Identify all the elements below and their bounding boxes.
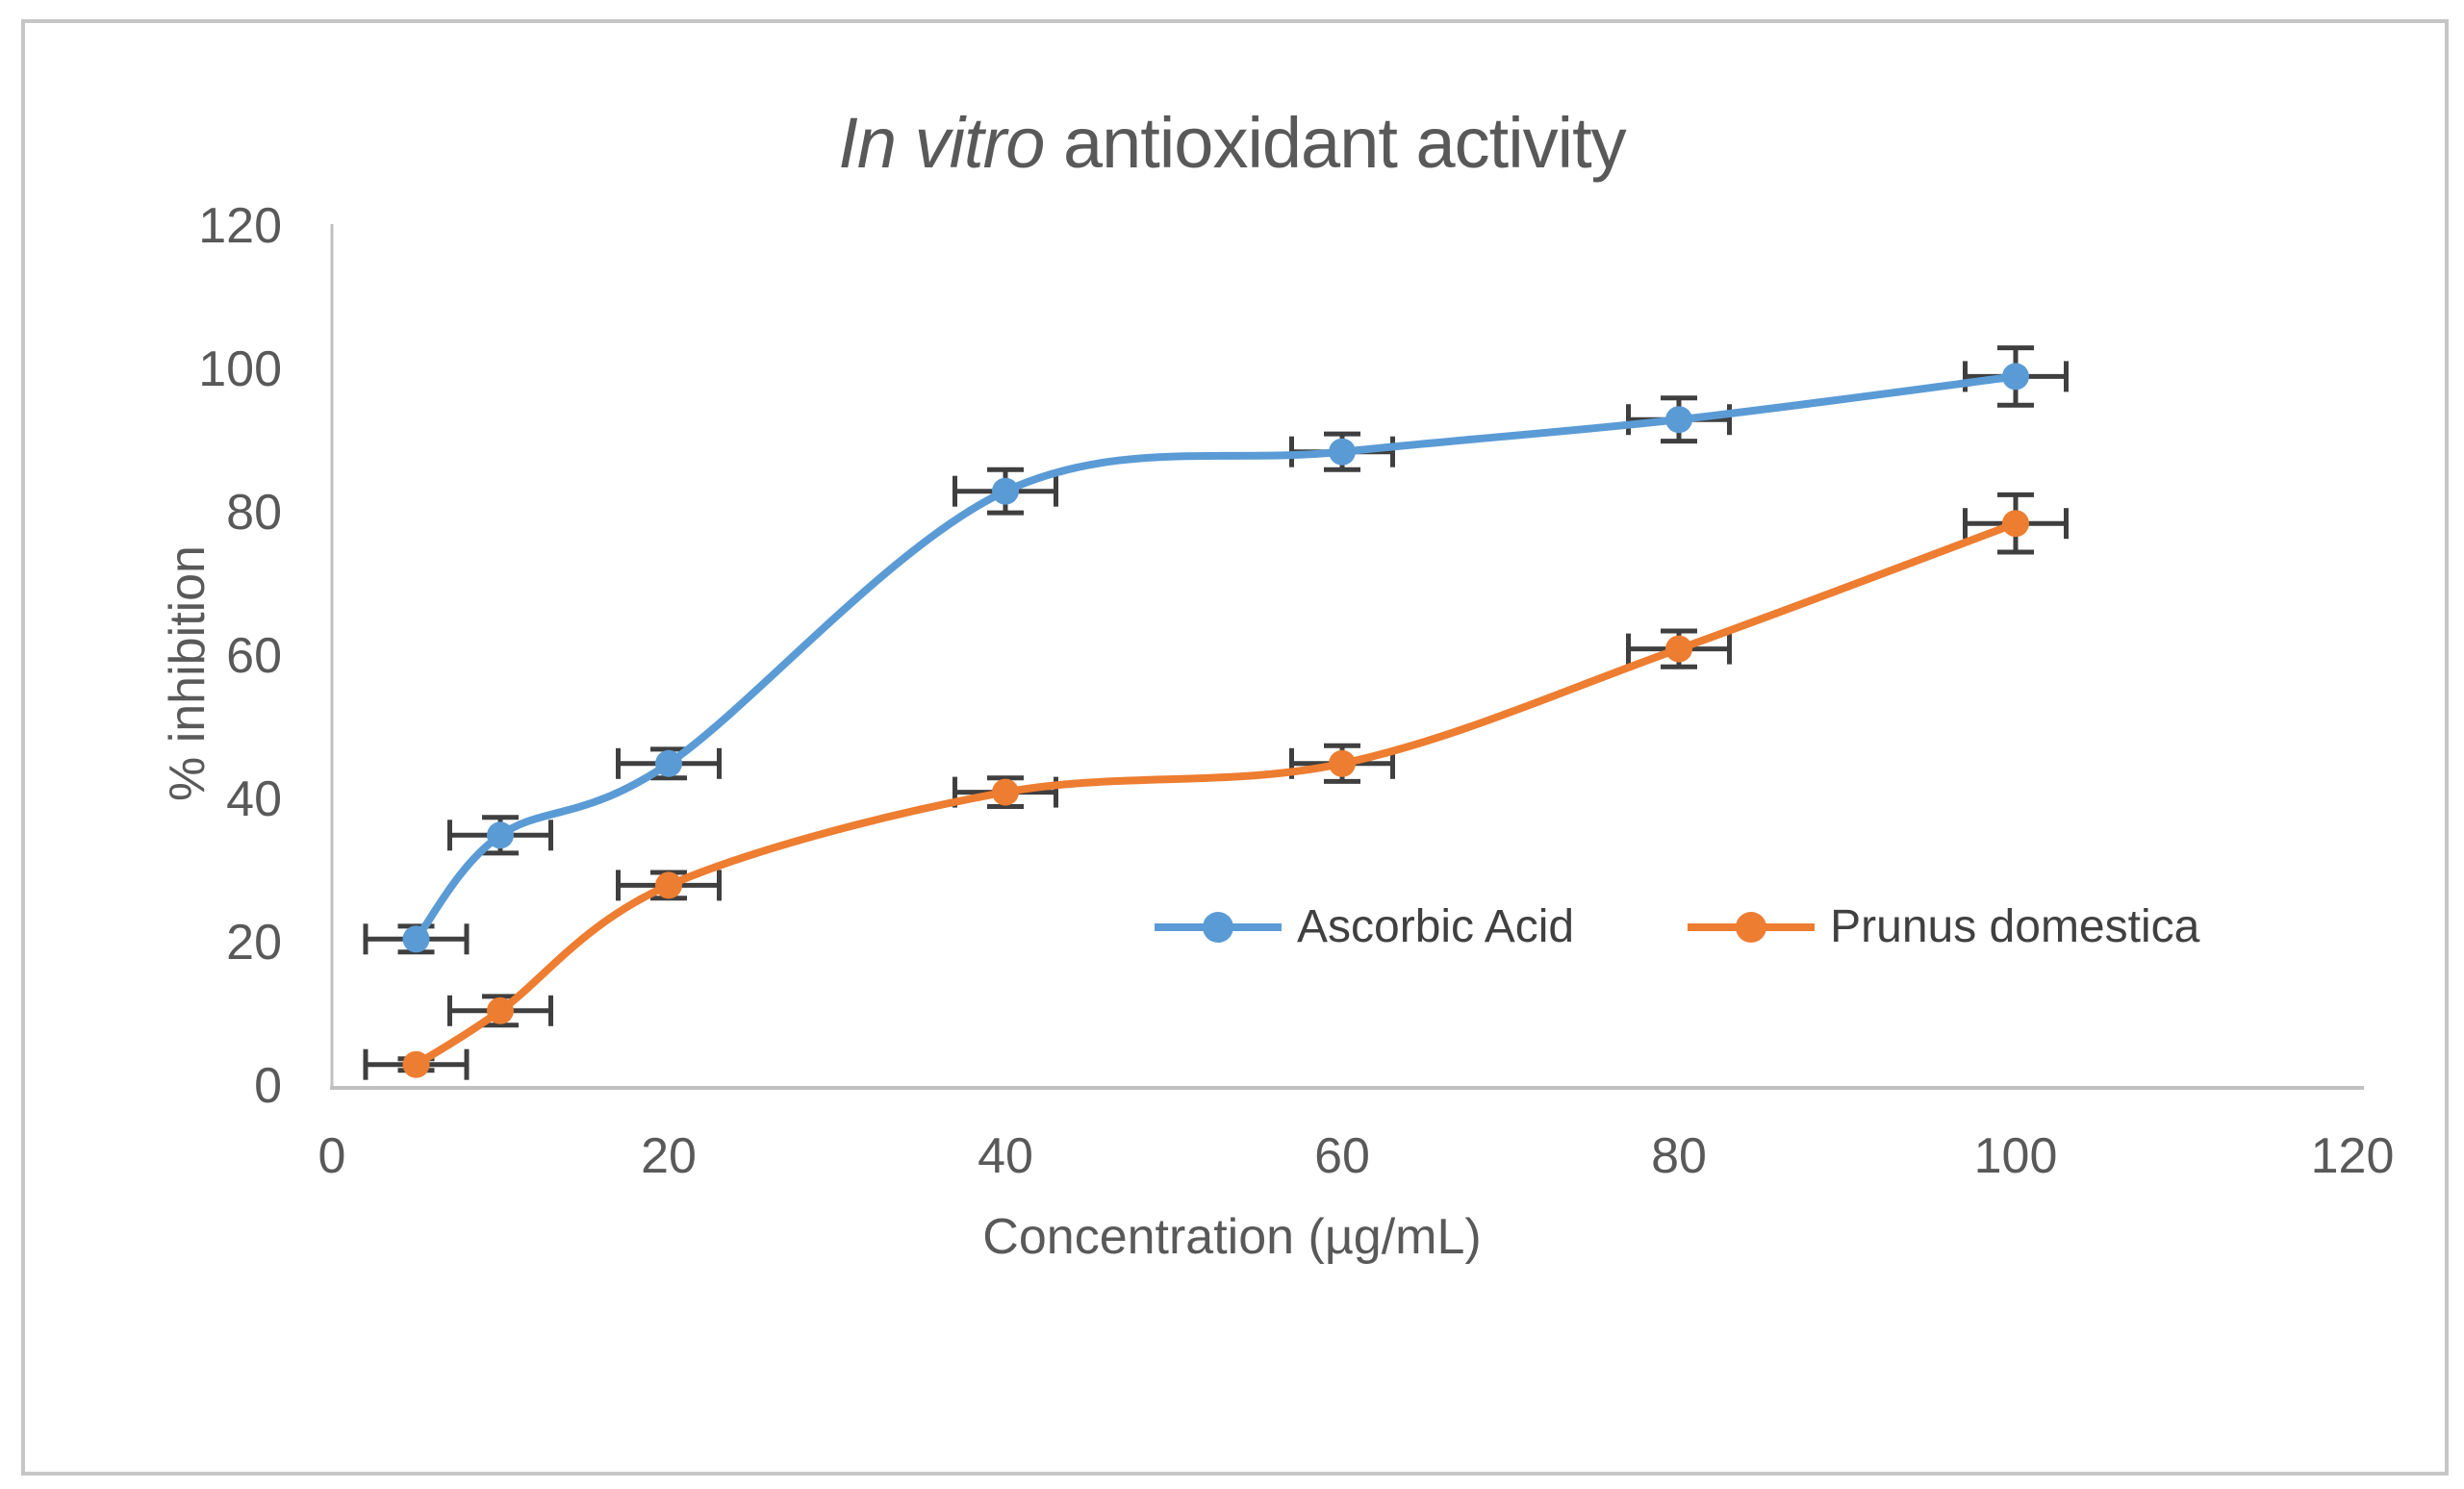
x-axis-title: Concentration (µg/mL) [982, 1209, 1482, 1265]
x-tick-label: 0 [318, 1128, 346, 1184]
y-tick-label: 20 [226, 915, 282, 971]
legend: Ascorbic Acid Prunus domestica [1155, 900, 2199, 953]
legend-marker-icon [1155, 911, 1282, 943]
x-tick-label: 20 [641, 1128, 697, 1184]
legend-label: Ascorbic Acid [1297, 901, 1575, 952]
x-tick-label: 100 [1973, 1128, 2058, 1184]
y-tick-label: 40 [226, 771, 282, 827]
series-markers-prunus-domestica [402, 510, 2029, 1078]
chart-title: In vitro antioxidant activity [0, 102, 2464, 184]
x-tick-label: 40 [978, 1128, 1033, 1184]
figure-border [21, 19, 2449, 1476]
legend-marker-icon [1688, 911, 1816, 943]
series-markers-ascorbic-acid [402, 363, 2029, 953]
y-tick-label: 60 [226, 628, 282, 684]
x-tick-label: 80 [1651, 1128, 1707, 1184]
y-tick-label: 80 [226, 485, 282, 541]
y-tick-label: 120 [198, 198, 282, 254]
x-tick-label: 60 [1314, 1128, 1370, 1184]
series-line-ascorbic-acid [412, 372, 2019, 944]
chart-title-italic-part: In vitro [838, 103, 1045, 183]
error-bars-ascorbic-acid [363, 345, 2069, 955]
y-tick-label: 0 [254, 1058, 282, 1114]
y-axis-title: % inhibition [160, 545, 216, 801]
series-line-prunus-domestica [412, 519, 2019, 1069]
y-tick-label: 100 [198, 341, 282, 397]
x-tick-label: 120 [2310, 1128, 2395, 1184]
chart-title-rest: antioxidant activity [1044, 103, 1627, 183]
legend-label: Prunus domestica [1830, 901, 2200, 952]
legend-item-prunus-domestica: Prunus domestica [1688, 900, 2199, 953]
legend-item-ascorbic-acid: Ascorbic Acid [1155, 900, 1574, 953]
